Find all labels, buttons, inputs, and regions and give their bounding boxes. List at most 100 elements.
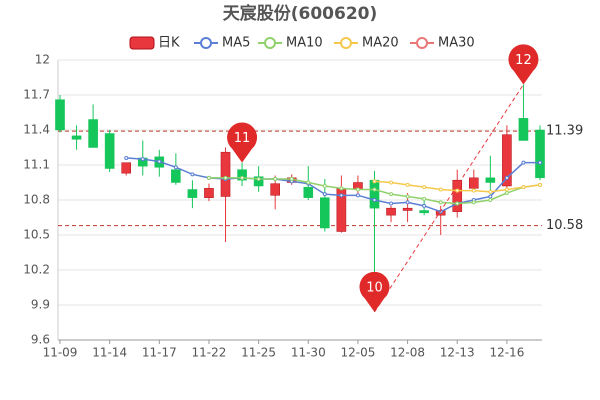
candle-body [88, 119, 98, 148]
ma-point [389, 201, 394, 206]
ma-point [521, 185, 526, 190]
ma-point [140, 157, 145, 162]
ma-point [538, 182, 542, 187]
candle-body [369, 179, 380, 209]
candle-body [55, 99, 65, 131]
x-tick-label: 12-05 [340, 346, 375, 360]
legend-icon [129, 36, 155, 50]
ma-point [273, 177, 278, 181]
candle-body [303, 186, 314, 198]
candle-body [320, 197, 330, 229]
ma-point [471, 200, 476, 205]
ma-point [422, 196, 427, 201]
ma-point [389, 180, 394, 185]
ma-point [422, 203, 427, 208]
ma-point [157, 159, 162, 164]
legend-icon [264, 37, 276, 49]
ma-point [355, 193, 360, 198]
candle-body [104, 133, 115, 169]
ma-point [355, 187, 360, 192]
y-tick-label: 11.4 [23, 123, 50, 137]
candle-body [187, 189, 198, 198]
ma-point [422, 185, 427, 190]
candle-body [386, 207, 396, 216]
ma-point [405, 200, 410, 205]
ma-point [405, 182, 410, 187]
y-tick-label: 12 [35, 53, 50, 67]
chart-title: 天宸股份(600620) [223, 3, 378, 24]
annotation-pin [359, 271, 390, 312]
ma-point [190, 172, 195, 177]
ma-point [471, 188, 476, 193]
legend-label: MA10 [286, 36, 323, 51]
candle-body [204, 188, 214, 198]
x-tick-label: 12-13 [440, 346, 475, 360]
candle-body [71, 135, 82, 140]
ma-point [372, 187, 377, 192]
x-tick-label: 11-09 [43, 346, 78, 360]
ma-point [504, 175, 509, 180]
legend-icon [340, 37, 352, 49]
trend-line [374, 84, 524, 313]
legend-label: 日K [158, 36, 180, 51]
ma-point [504, 191, 509, 195]
legend-icon [416, 37, 428, 49]
ma-point [223, 175, 228, 180]
y-tick-label: 10.2 [23, 263, 50, 277]
legend-label: MA20 [362, 36, 399, 51]
ma-point [339, 193, 344, 198]
candle-body [171, 169, 181, 183]
ma-point [389, 192, 394, 197]
candle-body [518, 118, 529, 141]
ma-point [538, 160, 542, 165]
candle-body [253, 176, 264, 187]
ma-point [405, 194, 410, 199]
ma-point [488, 198, 493, 202]
y-tick-label: 11.1 [23, 158, 50, 172]
ma-line [126, 157, 540, 213]
ma-point [339, 186, 344, 191]
ma-point [455, 188, 460, 193]
ma-point [289, 177, 294, 181]
candle-body [535, 129, 545, 179]
legend-label: MA5 [222, 36, 250, 51]
candle-body [419, 210, 429, 214]
reference-label: 10.58 [546, 218, 583, 233]
ma-point [372, 198, 377, 202]
x-tick-label: 11-14 [92, 346, 127, 360]
annotation-label: 10 [366, 281, 383, 296]
annotation-pin [227, 122, 258, 163]
candle-body [468, 177, 479, 189]
ma-point [521, 160, 526, 165]
x-tick-label: 11-17 [142, 346, 177, 360]
ma-point [124, 156, 129, 160]
y-tick-label: 10.5 [23, 228, 50, 242]
ma-point [455, 201, 460, 206]
legend-label: MA30 [438, 36, 475, 51]
ma-point [438, 200, 443, 205]
reference-label: 11.39 [546, 124, 583, 139]
ma-point [173, 165, 178, 170]
candle-body [485, 177, 496, 183]
ma-point [322, 192, 327, 197]
ma-point [438, 187, 443, 192]
ma-point [372, 179, 377, 184]
candle-body [452, 179, 463, 212]
y-tick-label: 9.6 [31, 333, 50, 347]
candle-body [237, 169, 247, 181]
candle-body [121, 162, 132, 174]
x-tick-label: 12-16 [489, 346, 524, 360]
ma-point [240, 175, 245, 180]
ma-point [256, 177, 261, 181]
annotation-label: 12 [515, 53, 532, 68]
ma-point [206, 175, 211, 180]
ma-point [504, 187, 509, 192]
x-tick-label: 11-22 [192, 346, 227, 360]
ma-point [488, 194, 493, 199]
candle-body [402, 207, 413, 211]
y-tick-label: 9.9 [31, 298, 50, 312]
ma-point [488, 189, 493, 194]
legend-icon [200, 37, 212, 49]
annotation-pin [508, 44, 539, 85]
